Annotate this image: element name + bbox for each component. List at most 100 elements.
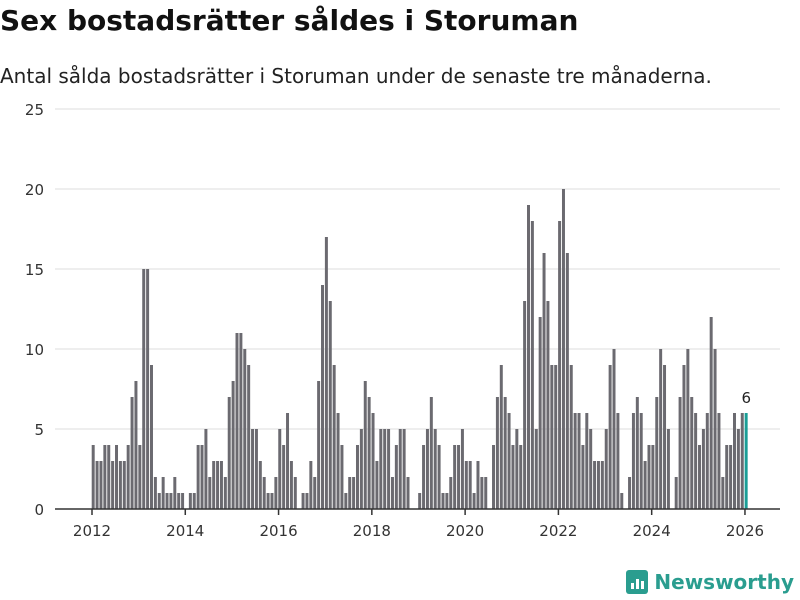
bar <box>713 349 717 509</box>
bar <box>717 413 721 509</box>
bar <box>464 461 468 509</box>
y-tick-label: 5 <box>34 421 44 439</box>
bar <box>616 413 620 509</box>
bar <box>165 493 169 509</box>
bar <box>425 429 429 509</box>
bar <box>733 413 736 509</box>
bar <box>216 461 220 509</box>
bar <box>227 397 231 509</box>
bar <box>270 493 274 509</box>
bar <box>142 269 146 509</box>
bar <box>682 365 686 509</box>
bar <box>91 445 95 509</box>
x-tick-label: 2012 <box>73 522 111 540</box>
bar <box>251 429 255 509</box>
bar <box>266 493 270 509</box>
x-tick-label: 2014 <box>166 522 204 540</box>
bar <box>169 493 173 509</box>
bar <box>157 493 161 509</box>
bar <box>569 365 573 509</box>
bar <box>103 445 107 509</box>
bar <box>674 477 678 509</box>
logo-chart-icon <box>626 570 649 594</box>
bar <box>612 349 616 509</box>
bar <box>301 493 305 509</box>
bar <box>620 493 624 509</box>
y-tick-label: 10 <box>25 341 44 359</box>
bar <box>499 365 503 509</box>
highlight-value-label: 6 <box>741 389 751 407</box>
x-tick-label: 2016 <box>259 522 297 540</box>
bar <box>235 333 239 509</box>
bar <box>282 445 286 509</box>
bar <box>422 445 426 509</box>
bar <box>507 413 511 509</box>
bar <box>262 477 266 509</box>
bar <box>219 461 223 509</box>
bar <box>371 413 375 509</box>
bar <box>375 461 379 509</box>
bar <box>573 413 577 509</box>
bar <box>476 461 480 509</box>
newsworthy-logo: Newsworthy <box>626 570 794 594</box>
chart-subtitle: Antal sålda bostadsrätter i Storuman und… <box>0 64 712 88</box>
bar <box>472 493 476 509</box>
bar <box>130 397 134 509</box>
bar <box>604 429 608 509</box>
bar <box>655 397 659 509</box>
bar <box>204 429 208 509</box>
bar <box>515 429 519 509</box>
bar <box>247 365 251 509</box>
bar <box>433 429 437 509</box>
bar <box>196 445 200 509</box>
bar <box>161 477 165 509</box>
bar <box>332 365 336 509</box>
bar <box>581 445 585 509</box>
bar <box>721 477 725 509</box>
bar <box>643 461 647 509</box>
bar <box>740 413 744 509</box>
bar <box>150 365 153 509</box>
chart-title: Sex bostadsrätter såldes i Storuman <box>0 4 579 37</box>
x-tick-label: 2026 <box>726 522 764 540</box>
bar <box>639 413 643 509</box>
bar <box>694 413 698 509</box>
bar <box>134 381 138 509</box>
bar <box>725 445 729 509</box>
y-tick-label: 0 <box>34 501 44 519</box>
bar <box>258 461 262 509</box>
bar <box>321 285 324 509</box>
bar <box>173 477 177 509</box>
bar <box>348 477 352 509</box>
bar <box>457 445 461 509</box>
bar <box>289 461 293 509</box>
bar <box>115 445 119 509</box>
bar <box>387 429 391 509</box>
bar <box>492 445 496 509</box>
bar <box>99 461 103 509</box>
bar <box>705 413 709 509</box>
bar <box>239 333 243 509</box>
bar <box>126 445 130 509</box>
bar <box>546 301 550 509</box>
bar <box>596 461 600 509</box>
bar <box>340 445 344 509</box>
bar <box>231 381 235 509</box>
bar <box>383 429 387 509</box>
bar <box>651 445 655 509</box>
bar <box>449 477 453 509</box>
bar <box>480 477 484 509</box>
bar <box>118 461 122 509</box>
bar <box>394 445 398 509</box>
bar <box>663 365 667 509</box>
bar <box>631 413 635 509</box>
bar <box>352 477 356 509</box>
y-tick-label: 25 <box>25 101 44 119</box>
bar <box>453 445 457 509</box>
bar <box>122 461 126 509</box>
bar <box>138 445 142 509</box>
bar <box>146 269 150 509</box>
bar <box>635 397 639 509</box>
y-tick-label: 20 <box>25 181 44 199</box>
bar <box>398 429 402 509</box>
